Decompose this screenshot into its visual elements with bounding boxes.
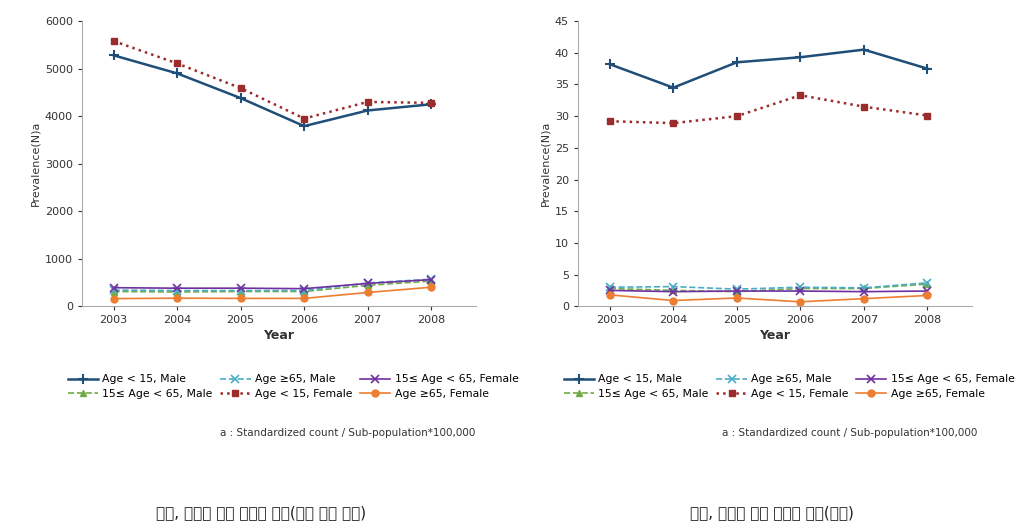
Text: a : Standardized count / Sub-population*100,000: a : Standardized count / Sub-population*… (220, 428, 476, 438)
Text: 성별, 연령에 따른 시간적 분포(입원): 성별, 연령에 따른 시간적 분포(입원) (691, 505, 854, 521)
Y-axis label: Prevalence(N)a: Prevalence(N)a (541, 121, 550, 206)
Legend: Age < 15, Male, 15≤ Age < 65, Male, Age ≥65, Male, Age < 15, Female, 15≤ Age < 6: Age < 15, Male, 15≤ Age < 65, Male, Age … (68, 374, 519, 399)
Legend: Age < 15, Male, 15≤ Age < 65, Male, Age ≥65, Male, Age < 15, Female, 15≤ Age < 6: Age < 15, Male, 15≤ Age < 65, Male, Age … (564, 374, 1015, 399)
Y-axis label: Prevalence(N)a: Prevalence(N)a (31, 121, 41, 206)
X-axis label: Year: Year (263, 329, 295, 343)
Text: a : Standardized count / Sub-population*100,000: a : Standardized count / Sub-population*… (721, 428, 977, 438)
Text: 성별, 연령에 따른 시간적 분포(입원 또는 외래): 성별, 연령에 따른 시간적 분포(입원 또는 외래) (155, 505, 366, 521)
X-axis label: Year: Year (759, 329, 791, 343)
